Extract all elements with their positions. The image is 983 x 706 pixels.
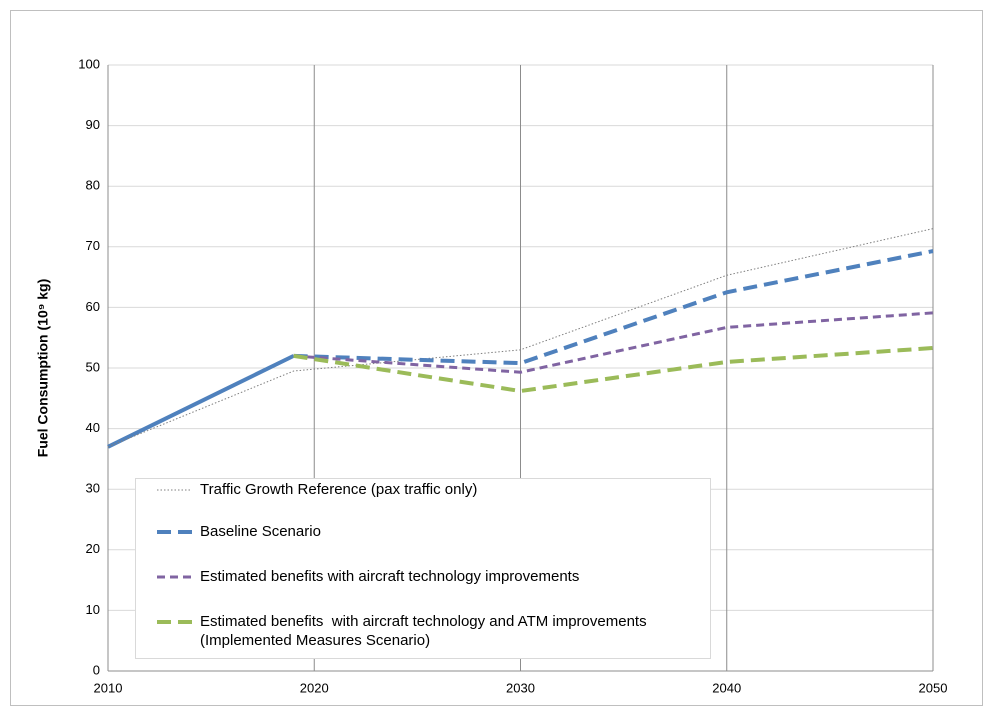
y-tick-label: 50	[86, 359, 100, 374]
legend-label: Estimated benefits with aircraft technol…	[200, 568, 580, 585]
y-tick-label: 10	[86, 602, 100, 617]
y-tick-label: 30	[86, 481, 100, 496]
x-tick-label: 2020	[300, 680, 329, 695]
x-tick-label: 2040	[712, 680, 741, 695]
x-tick-label: 2030	[506, 680, 535, 695]
y-tick-label: 90	[86, 117, 100, 132]
y-axis-label: Fuel Consumption (10⁹ kg)	[35, 279, 51, 458]
x-tick-label: 2010	[94, 680, 123, 695]
y-tick-label: 100	[78, 56, 100, 71]
legend-text: Estimated benefits with aircraft technol…	[200, 613, 651, 649]
series-line	[293, 249, 934, 366]
legend-text: Baseline Scenario	[200, 523, 321, 540]
y-tick-label: 20	[86, 541, 100, 556]
legend-text: Estimated benefits with aircraft technol…	[200, 568, 580, 585]
series-line	[293, 346, 934, 394]
y-tick-label: 40	[86, 420, 100, 435]
y-tick-label: 70	[86, 238, 100, 253]
y-tick-label: 80	[86, 178, 100, 193]
y-tick-label: 60	[86, 299, 100, 314]
legend: Traffic Growth Reference (pax traffic on…	[135, 478, 711, 659]
legend-box	[135, 478, 711, 659]
legend-label: Baseline Scenario	[200, 523, 321, 540]
x-tick-label: 2050	[919, 680, 948, 695]
series-line	[293, 311, 934, 374]
y-tick-label: 0	[93, 662, 100, 677]
legend-text: Traffic Growth Reference (pax traffic on…	[200, 481, 478, 498]
series-line	[107, 228, 934, 448]
legend-label: Estimated benefits with aircraft technol…	[200, 613, 651, 649]
series-line	[107, 354, 295, 449]
legend-label: Traffic Growth Reference (pax traffic on…	[200, 481, 478, 498]
